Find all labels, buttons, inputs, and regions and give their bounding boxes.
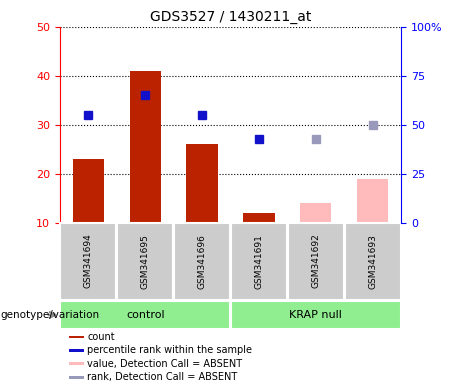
Bar (130, 71, 161, 223)
Text: GSM341695: GSM341695 (141, 234, 150, 288)
Bar (69, 376, 84, 379)
Text: GSM341694: GSM341694 (84, 234, 93, 288)
Text: value, Detection Call = ABSENT: value, Detection Call = ABSENT (87, 359, 242, 369)
Bar (69, 336, 84, 338)
Text: GSM341692: GSM341692 (311, 234, 320, 288)
Bar (186, 144, 218, 223)
Bar (73, 159, 104, 223)
Text: count: count (87, 332, 115, 342)
Text: genotype/variation: genotype/variation (0, 310, 99, 320)
Title: GDS3527 / 1430211_at: GDS3527 / 1430211_at (150, 10, 311, 25)
Bar (345, 223, 401, 300)
Bar (300, 203, 331, 223)
Text: control: control (126, 310, 165, 320)
Bar (357, 179, 388, 223)
Bar (231, 301, 401, 329)
Bar (243, 213, 275, 223)
Text: GSM341693: GSM341693 (368, 234, 377, 288)
Bar (60, 223, 116, 300)
Bar (118, 223, 173, 300)
Bar (60, 301, 230, 329)
Text: GSM341696: GSM341696 (198, 234, 207, 288)
Text: rank, Detection Call = ABSENT: rank, Detection Call = ABSENT (87, 372, 237, 382)
Bar (69, 349, 84, 352)
Bar (288, 223, 343, 300)
Text: GSM341691: GSM341691 (254, 234, 263, 288)
Text: percentile rank within the sample: percentile rank within the sample (87, 345, 252, 356)
Bar (174, 223, 230, 300)
Bar (231, 223, 287, 300)
Text: KRAP null: KRAP null (290, 310, 342, 320)
Bar (69, 362, 84, 365)
